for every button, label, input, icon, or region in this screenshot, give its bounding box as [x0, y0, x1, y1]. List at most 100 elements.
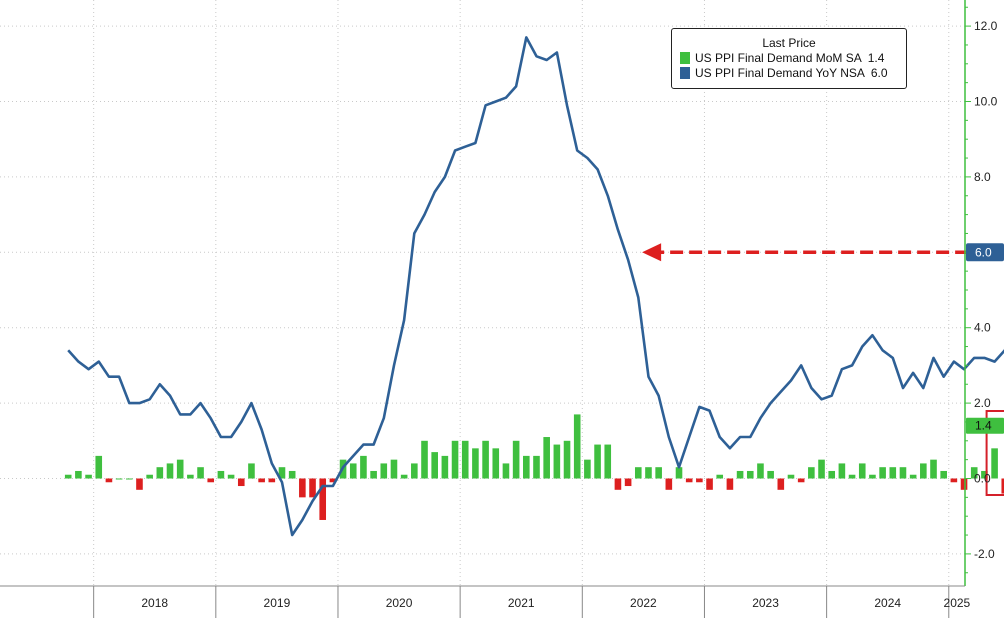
mom-bar	[991, 448, 998, 479]
mom-bar	[156, 467, 164, 479]
mom-bar	[930, 459, 937, 479]
mom-end-label-bg	[966, 417, 1004, 434]
mom-bar	[899, 467, 907, 479]
mom-bar	[726, 478, 734, 490]
yoy-line	[67, 36, 1004, 537]
legend-title: Last Price	[762, 36, 816, 50]
y-tick-label: -2.0	[974, 547, 995, 561]
highlight-box	[985, 410, 1004, 496]
mom-end-label-text: 1.4	[975, 419, 992, 433]
mom-bar	[787, 474, 795, 479]
mom-bar	[645, 467, 652, 479]
y-tick-label: 10.0	[974, 95, 998, 109]
yoy-end-label-text: 6.0	[975, 245, 992, 259]
mom-bar	[858, 463, 866, 479]
mom-bar	[329, 478, 337, 483]
mom-bar	[75, 470, 82, 479]
mom-bar	[217, 470, 225, 479]
mom-bar	[125, 478, 133, 480]
mom-bar	[909, 474, 917, 479]
legend-swatch-mom	[680, 52, 690, 64]
arrow-head	[642, 243, 662, 262]
mom-bar	[1001, 478, 1004, 494]
mom-bar	[288, 470, 296, 479]
mom-bar	[706, 478, 713, 490]
mom-bar	[869, 474, 876, 479]
mom-bar	[573, 414, 581, 479]
y-axis: -2.00.02.04.06.08.010.012.06.01.4	[964, 0, 1004, 586]
mom-bar	[502, 463, 510, 479]
mom-end-label: 1.4	[966, 417, 1004, 434]
mom-bar	[808, 467, 815, 479]
x-year-label: 2024	[874, 596, 901, 610]
mom-bar	[451, 440, 459, 479]
mom-bar	[950, 478, 958, 483]
mom-bar	[441, 455, 449, 479]
mom-bar	[797, 478, 805, 483]
y-tick-label: 0.0	[974, 472, 991, 486]
mom-bar	[472, 448, 479, 479]
mom-bar	[431, 452, 438, 479]
mom-bar	[533, 455, 540, 479]
legend: Last Price US PPI Final Demand MoM SA 1.…	[671, 28, 907, 89]
legend-label-mom: US PPI Final Demand MoM SA	[695, 51, 862, 65]
y-tick-label: 2.0	[974, 396, 991, 410]
mom-bar	[411, 463, 418, 479]
x-year-label: 2025	[944, 596, 971, 610]
mom-bar	[981, 470, 988, 479]
x-year-label: 2022	[630, 596, 657, 610]
mom-bars	[64, 414, 1004, 520]
mom-bar	[166, 463, 174, 479]
mom-bar	[889, 467, 897, 479]
mom-bar	[685, 478, 693, 483]
mom-bar	[634, 467, 642, 479]
mom-bar	[920, 463, 927, 479]
x-year-label: 2021	[508, 596, 535, 610]
mom-bar	[237, 478, 245, 487]
mom-bar	[767, 470, 774, 479]
mom-bar	[492, 448, 500, 479]
mom-bar	[258, 478, 265, 483]
mom-bar	[716, 474, 724, 479]
mom-bar	[655, 467, 662, 479]
yoy-end-label: 6.0	[966, 243, 1004, 262]
mom-bar	[970, 467, 978, 479]
yoy-line-path	[67, 36, 1004, 537]
mom-bar	[400, 474, 408, 479]
mom-bar	[696, 478, 703, 483]
mom-bar	[604, 444, 612, 479]
y-tick-label: 4.0	[974, 321, 991, 335]
yoy-end-label-bg	[966, 243, 1004, 262]
mom-bar	[594, 444, 601, 479]
mom-bar	[115, 478, 123, 480]
mom-bar	[757, 463, 764, 479]
mom-bar	[278, 467, 286, 479]
mom-bar	[360, 455, 367, 479]
mom-bar	[380, 463, 388, 479]
mom-bar	[461, 440, 469, 479]
legend-value-mom: 1.4	[867, 51, 885, 65]
mom-bar	[584, 459, 591, 479]
x-year-label: 2018	[141, 596, 168, 610]
mom-bar	[268, 478, 276, 483]
mom-bar	[960, 478, 968, 490]
mom-bar	[187, 474, 194, 479]
mom-bar	[848, 474, 856, 479]
mom-bar	[146, 474, 153, 479]
mom-bar	[543, 437, 550, 479]
legend-entry-mom: US PPI Final Demand MoM SA 1.4	[680, 51, 906, 65]
mom-bar	[207, 478, 215, 483]
mom-bar	[512, 440, 520, 479]
legend-swatch-yoy	[680, 67, 690, 79]
mom-bar	[675, 467, 683, 479]
mom-bar	[523, 455, 530, 479]
mom-bar	[136, 478, 143, 490]
legend-label-yoy: US PPI Final Demand YoY NSA	[695, 66, 865, 80]
mom-bar	[665, 478, 673, 490]
mom-bar	[309, 478, 316, 498]
mom-bar	[553, 444, 561, 479]
legend-entry-yoy: US PPI Final Demand YoY NSA 6.0	[680, 66, 906, 80]
legend-value-yoy: 6.0	[870, 66, 888, 80]
mom-bar	[614, 478, 622, 490]
